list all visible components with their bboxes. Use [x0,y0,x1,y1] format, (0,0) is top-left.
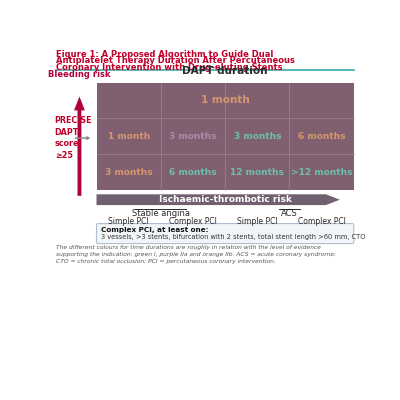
Text: PRECISE
DAPT
score
≥25: PRECISE DAPT score ≥25 [55,116,92,160]
Text: Simple PCI: Simple PCI [237,217,278,226]
FancyBboxPatch shape [96,224,354,244]
Text: 6 months: 6 months [298,132,346,140]
Text: Complex PCI: Complex PCI [169,217,217,226]
Bar [96,83,354,190]
Text: DAPT duration: DAPT duration [182,66,268,76]
Text: 3 vessels, >3 stents, bifurcation with 2 stents, total stent length >60 mm, CTO: 3 vessels, >3 stents, bifurcation with 2… [101,234,366,240]
FancyArrow shape [75,136,90,140]
Text: 1 month: 1 month [201,96,250,106]
Text: 6 months: 6 months [169,168,217,177]
Text: Coronary Intervention with Drug-eluting Stents: Coronary Intervention with Drug-eluting … [56,63,283,72]
Text: Complex PCI: Complex PCI [298,217,346,226]
Text: Stable angina: Stable angina [132,209,190,218]
Text: Ischaemic-thrombotic risk: Ischaemic-thrombotic risk [159,195,292,204]
Text: 1 month: 1 month [108,132,150,140]
Text: Simple PCI: Simple PCI [108,217,149,226]
FancyArrow shape [74,96,85,196]
Text: 12 months: 12 months [230,168,284,177]
Text: Bleeding risk: Bleeding risk [48,70,111,79]
Text: ACS: ACS [281,209,298,218]
Text: >12 months: >12 months [291,168,352,177]
Text: Antiplatelet Therapy Duration After Percutaneous: Antiplatelet Therapy Duration After Perc… [56,56,295,66]
Text: Figure 1: A Proposed Algorithm to Guide Dual: Figure 1: A Proposed Algorithm to Guide … [56,50,274,58]
Text: The different colours for time durations are roughly in relation with the level : The different colours for time durations… [56,245,336,264]
Text: 3 months: 3 months [169,132,217,140]
Text: 3 months: 3 months [105,168,152,177]
Text: Complex PCI, at least one:: Complex PCI, at least one: [101,227,209,233]
FancyArrow shape [96,194,340,205]
Text: 3 months: 3 months [234,132,281,140]
